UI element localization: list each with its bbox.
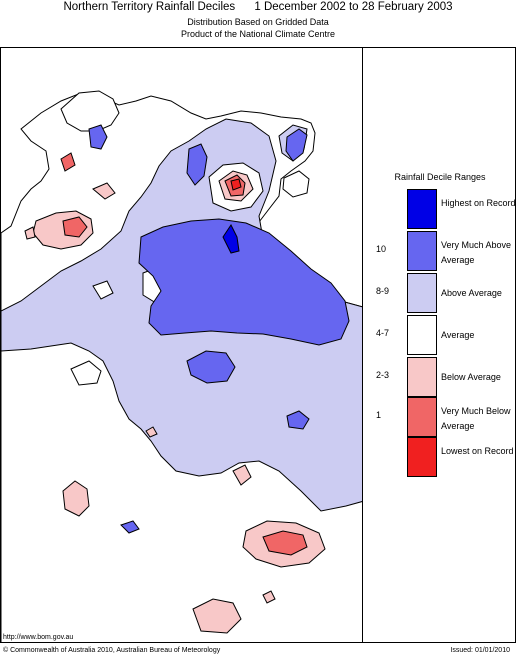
- legend-panel: Rainfall Decile Ranges Highest on Record…: [362, 47, 516, 643]
- source-url: http://www.bom.gov.au: [3, 634, 74, 641]
- below-average-patch-small-1: [92, 182, 116, 200]
- legend-label: Above Average: [441, 288, 502, 298]
- legend-row-highest: Highest on Record: [363, 189, 516, 229]
- very-much-above-average-patch-cape: [285, 128, 308, 162]
- map-subtitle-producer: Product of the National Climate Centre: [180, 29, 336, 39]
- groote-eylandt: [282, 170, 310, 198]
- legend-row-average: 4-7 Average: [363, 315, 516, 355]
- map-subtitle-method: Distribution Based on Gridded Data: [187, 17, 329, 27]
- map-canvas: [1, 90, 362, 642]
- melville-island: [60, 90, 120, 132]
- legend-decile: 10: [376, 244, 387, 254]
- legend-swatch-very-much-below: [407, 397, 437, 437]
- legend-row-very-much-below: 1 Very Much Below Average: [363, 397, 516, 437]
- legend-swatch-highest: [407, 189, 437, 229]
- copyright-notice: © Commonwealth of Australia 2010, Austra…: [3, 647, 221, 654]
- below-average-patch-tiny-3: [24, 226, 36, 240]
- legend-label: Very Much Below Average: [441, 406, 511, 431]
- legend-title: Rainfall Decile Ranges: [394, 172, 486, 182]
- very-much-above-average-patch-central: [186, 350, 236, 384]
- legend-decile: 1: [376, 410, 382, 420]
- map-title: Northern Territory Rainfall Deciles 1 De…: [63, 1, 453, 13]
- very-much-above-average-region: [138, 218, 350, 346]
- legend-swatch-average: [407, 315, 437, 355]
- legend-swatch-lowest: [407, 437, 437, 477]
- very-much-below-average-patch-south: [262, 530, 308, 556]
- very-much-above-average-patch-se: [286, 410, 310, 430]
- lowest-on-record-patch: [230, 178, 242, 191]
- average-hole-lower: [70, 360, 102, 386]
- legend-row-below: 2-3 Below Average: [363, 357, 516, 397]
- very-much-above-average-patch-small: [120, 520, 140, 534]
- legend-label: Highest on Record: [441, 198, 516, 208]
- below-average-patch-sm: [192, 598, 242, 634]
- legend-decile: 8-9: [376, 286, 390, 296]
- legend-decile: 4-7: [376, 328, 390, 338]
- legend-decile: 2-3: [376, 370, 390, 380]
- very-much-below-average-patch-west: [62, 216, 88, 238]
- legend-label: Lowest on Record: [441, 446, 514, 456]
- legend-label: Below Average: [441, 372, 501, 382]
- highest-on-record-patch: [222, 224, 240, 254]
- legend-row-very-much-above: 10 Very Much Above Average: [363, 231, 516, 271]
- issued-date: Issued: 01/01/2010: [450, 647, 510, 654]
- below-average-patch-se: [232, 464, 252, 486]
- rainfall-map: [0, 47, 363, 643]
- very-much-above-average-patch-nw: [186, 143, 208, 186]
- legend-label: Very Much Above Average: [441, 240, 512, 265]
- below-average-patch-coast: [60, 152, 76, 172]
- very-much-above-average-patch-island: [88, 124, 108, 150]
- legend-row-above: 8-9 Above Average: [363, 273, 516, 313]
- legend-swatch-very-much-above: [407, 231, 437, 271]
- legend-label: Average: [441, 330, 475, 340]
- legend-swatch-above: [407, 273, 437, 313]
- below-average-patch-tiny-2: [145, 426, 158, 438]
- average-hole-west: [92, 280, 114, 300]
- below-average-patch-tiny-1: [262, 590, 276, 604]
- legend-swatch-below: [407, 357, 437, 397]
- legend-row-lowest: Lowest on Record: [363, 437, 516, 477]
- below-average-patch-sw: [62, 480, 90, 517]
